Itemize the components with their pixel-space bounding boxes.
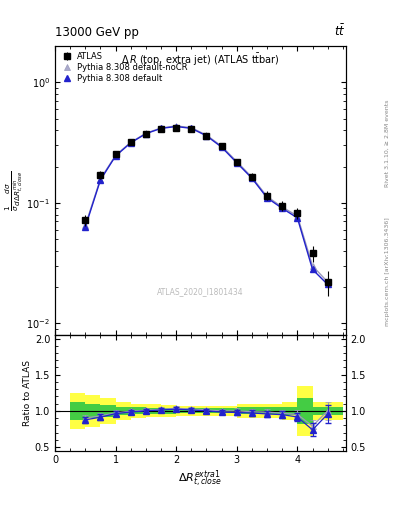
Pythia 8.308 default bbox=[204, 133, 209, 139]
Pythia 8.308 default bbox=[295, 215, 300, 221]
Pythia 8.308 default bbox=[265, 195, 270, 201]
Pythia 8.308 default-noCR bbox=[98, 176, 103, 182]
Pythia 8.308 default-noCR bbox=[265, 194, 270, 200]
Pythia 8.308 default bbox=[250, 175, 254, 181]
Line: Pythia 8.308 default-noCR: Pythia 8.308 default-noCR bbox=[83, 123, 331, 285]
Pythia 8.308 default bbox=[280, 205, 285, 211]
Pythia 8.308 default bbox=[234, 160, 239, 166]
Pythia 8.308 default-noCR bbox=[280, 204, 285, 210]
Pythia 8.308 default bbox=[174, 123, 178, 130]
Text: $\Delta\,R$ (top, extra jet) (ATLAS t$\bar{\mathrm{t}}$bar): $\Delta\,R$ (top, extra jet) (ATLAS t$\b… bbox=[121, 52, 280, 68]
Legend: ATLAS, Pythia 8.308 default-noCR, Pythia 8.308 default: ATLAS, Pythia 8.308 default-noCR, Pythia… bbox=[59, 50, 189, 85]
Pythia 8.308 default bbox=[325, 282, 330, 288]
Pythia 8.308 default-noCR bbox=[129, 139, 133, 145]
Text: 13000 GeV pp: 13000 GeV pp bbox=[55, 26, 139, 39]
Y-axis label: Ratio to ATLAS: Ratio to ATLAS bbox=[23, 360, 32, 426]
Pythia 8.308 default bbox=[113, 153, 118, 159]
Text: mcplots.cern.ch [arXiv:1306.3436]: mcplots.cern.ch [arXiv:1306.3436] bbox=[385, 217, 390, 326]
Pythia 8.308 default-noCR bbox=[295, 213, 300, 219]
Pythia 8.308 default-noCR bbox=[234, 159, 239, 165]
Pythia 8.308 default bbox=[98, 177, 103, 183]
Pythia 8.308 default bbox=[189, 125, 194, 132]
Pythia 8.308 default bbox=[310, 266, 315, 272]
Text: Rivet 3.1.10, ≥ 2.8M events: Rivet 3.1.10, ≥ 2.8M events bbox=[385, 100, 390, 187]
Pythia 8.308 default-noCR bbox=[159, 125, 163, 131]
Pythia 8.308 default-noCR bbox=[250, 174, 254, 180]
Pythia 8.308 default-noCR bbox=[174, 123, 178, 129]
X-axis label: $\Delta R_{t,close}^{extra1}$: $\Delta R_{t,close}^{extra1}$ bbox=[178, 468, 222, 489]
Pythia 8.308 default-noCR bbox=[204, 132, 209, 138]
Y-axis label: $\frac{1}{\sigma}\frac{d\sigma}{d\Delta R_{t,close}^{min}}$: $\frac{1}{\sigma}\frac{d\sigma}{d\Delta … bbox=[3, 170, 25, 211]
Pythia 8.308 default bbox=[219, 144, 224, 150]
Pythia 8.308 default-noCR bbox=[143, 130, 148, 136]
Pythia 8.308 default-noCR bbox=[310, 263, 315, 269]
Pythia 8.308 default-noCR bbox=[219, 143, 224, 150]
Pythia 8.308 default-noCR bbox=[113, 152, 118, 158]
Pythia 8.308 default-noCR bbox=[325, 279, 330, 285]
Pythia 8.308 default bbox=[143, 131, 148, 137]
Line: Pythia 8.308 default: Pythia 8.308 default bbox=[83, 124, 331, 287]
Pythia 8.308 default bbox=[129, 140, 133, 146]
Pythia 8.308 default bbox=[159, 125, 163, 132]
Pythia 8.308 default-noCR bbox=[83, 222, 88, 228]
Pythia 8.308 default bbox=[83, 224, 88, 230]
Pythia 8.308 default-noCR bbox=[189, 124, 194, 131]
Text: $t\bar{t}$: $t\bar{t}$ bbox=[334, 24, 346, 39]
Text: ATLAS_2020_I1801434: ATLAS_2020_I1801434 bbox=[157, 287, 244, 296]
